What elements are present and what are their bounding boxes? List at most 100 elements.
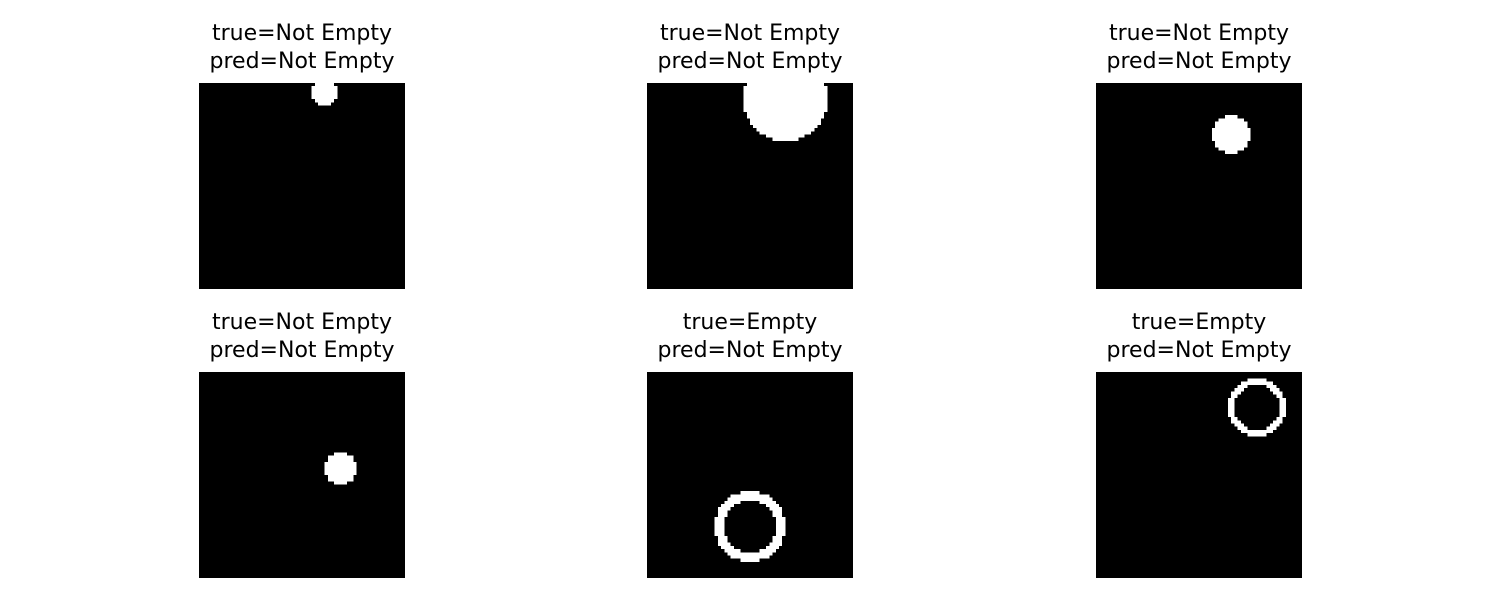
shape-pixel-run [1247,433,1267,437]
shape-pixel-run [1231,417,1238,421]
shape-pixel-run [1237,426,1248,430]
shape-pixel-run [775,529,786,533]
shape-pixel-run [766,134,805,138]
shape-pixel-run [714,526,725,530]
shape-pixel-run [759,549,776,553]
shape-pixel-run [746,115,825,119]
shape-pixel-run [743,108,828,112]
shape-pixel-run [769,507,783,511]
shape-pixel-run [750,121,821,125]
shape-pixel-run [1218,147,1245,151]
shape-pixel-run [1279,410,1286,414]
panel-title: true=Not Empty pred=Not Empty [587,20,913,76]
true-label: true=Empty [682,310,818,335]
shape-pixel-run [717,513,728,517]
binary-image [1096,372,1302,578]
binary-image [199,372,405,578]
shape-pixel-run [766,503,779,508]
disc-shape [324,452,357,485]
shape-pixel-run [772,137,799,141]
shape-pixel-run [1227,407,1235,411]
shape-pixel-run [327,458,354,463]
shape-pixel-run [1240,381,1274,385]
shape-pixel-run [772,513,783,517]
shape-pixel-run [721,545,734,550]
ring-shape [1227,378,1286,437]
pred-label: pred=Not Empty [209,338,395,363]
shape-pixel-run [327,475,354,479]
shape-pixel-run [772,510,783,514]
pixel-grid [199,83,405,289]
shape-pixel-run [746,83,825,87]
shape-pixel-run [1279,400,1286,405]
shape-pixel-run [334,481,348,485]
shape-pixel-run [724,500,741,504]
shape-pixel-run [1240,429,1274,434]
panel-title: true=Empty pred=Not Empty [1036,309,1362,365]
shape-pixel-run [740,491,760,495]
pixel-grid [647,372,853,578]
shape-pixel-run [1227,397,1235,401]
shape-pixel-run [717,539,728,543]
shape-pixel-run [743,89,828,93]
image-background [1096,372,1302,578]
true-label: true=Empty [1131,310,1267,335]
shape-pixel-run [327,478,354,482]
pred-label: pred=Not Empty [657,49,843,74]
binary-image [1096,83,1302,289]
shape-pixel-run [324,471,357,475]
shape-pixel-run [766,545,779,550]
shape-pixel-run [1276,394,1283,398]
binary-image [199,83,405,289]
image-background [199,83,405,289]
pixel-grid [199,372,405,578]
shape-pixel-run [1231,391,1241,395]
binary-image [647,372,853,578]
pred-label: pred=Not Empty [657,338,843,363]
true-label: true=Not Empty [211,310,393,335]
shape-pixel-run [311,89,338,93]
shape-pixel-run [769,542,783,546]
shape-pixel-run [727,552,773,556]
panel-title: true=Not Empty pred=Not Empty [139,20,465,76]
shape-pixel-run [1215,124,1248,129]
image-background [1096,83,1302,289]
shape-pixel-run [1234,388,1245,392]
panel-title: true=Empty pred=Not Empty [587,309,913,365]
binary-image [647,83,853,289]
shape-pixel-run [1266,384,1277,389]
panel-title: true=Not Empty pred=Not Empty [139,309,465,365]
shape-pixel-run [750,118,821,122]
pred-label: pred=Not Empty [1106,338,1292,363]
shape-pixel-run [743,95,828,100]
image-background [199,372,405,578]
shape-pixel-run [717,510,728,514]
disc-shape [311,83,338,106]
shape-pixel-run [1224,150,1238,154]
shape-pixel-run [743,92,828,96]
shape-pixel-run [1269,388,1280,392]
shape-pixel-run [730,555,770,559]
shape-pixel-run [1215,121,1248,125]
shape-pixel-run [727,497,773,501]
true-label: true=Not Empty [659,21,841,46]
shape-pixel-run [324,468,357,472]
shape-pixel-run [743,99,828,103]
shape-pixel-run [1218,118,1245,122]
shape-pixel-run [311,86,338,90]
shape-pixel-run [327,455,354,459]
shape-pixel-run [724,549,741,553]
disc-shape [743,83,828,141]
shape-pixel-run [318,102,331,106]
shape-pixel-run [1227,410,1235,414]
shape-pixel-run [1269,423,1280,427]
pixel-grid [1096,372,1302,578]
shape-pixel-run [772,536,783,540]
shape-pixel-run [740,558,760,562]
image-background [647,372,853,578]
pred-label: pred=Not Empty [1106,49,1292,74]
shape-pixel-run [1211,131,1251,135]
shape-pixel-run [1266,426,1277,430]
shape-pixel-run [775,526,786,530]
shape-pixel-run [1227,404,1235,408]
